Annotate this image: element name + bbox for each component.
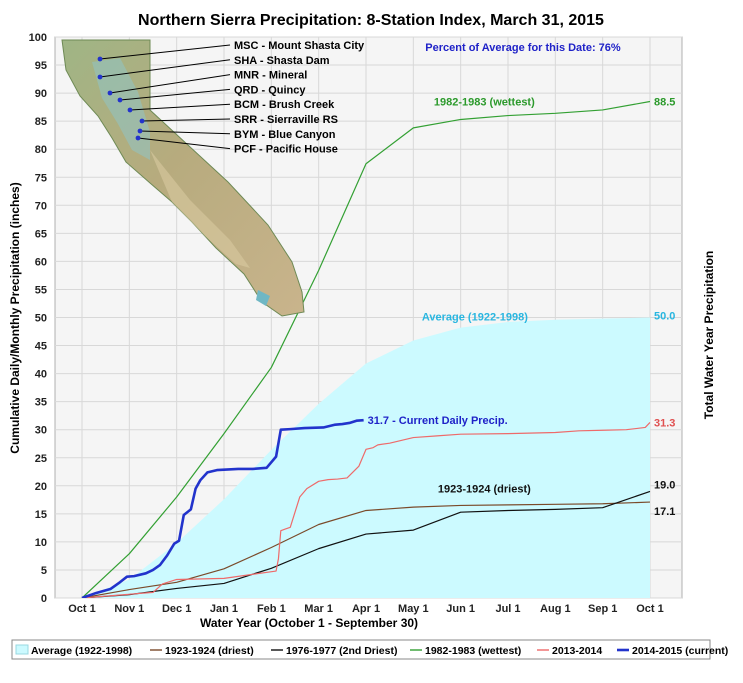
legend-entries: Average (1922-1998) 1923-1924 (driest) 197… bbox=[15, 644, 728, 657]
y-tick-label: 35 bbox=[35, 397, 47, 409]
station-leader-line bbox=[99, 59, 231, 78]
y-tick-label: 90 bbox=[35, 88, 47, 100]
y-tick-label: 0 bbox=[41, 593, 47, 605]
series-line-1976-1977-2nd-driest bbox=[81, 490, 651, 598]
right-axis-label: Total Water Year Precipitation bbox=[702, 251, 716, 420]
series-line-2013-2014 bbox=[81, 421, 651, 598]
series-annotation: 1923-1924 (driest) bbox=[438, 484, 531, 496]
x-tick-label: Aug 1 bbox=[540, 603, 571, 615]
station-leader-line bbox=[109, 74, 231, 94]
x-tick-label: Dec 1 bbox=[162, 603, 191, 615]
series-line-1923-1924-driest bbox=[81, 501, 651, 598]
station-label: PCF - Pacific House bbox=[234, 144, 338, 156]
y-tick-label: 55 bbox=[35, 284, 47, 296]
x-tick-label: Mar 1 bbox=[304, 603, 333, 615]
x-tick-label: Jan 1 bbox=[210, 603, 238, 615]
series-area-average-1922-1998 bbox=[82, 317, 650, 598]
end-value-label: 19.0 bbox=[654, 479, 675, 491]
legend-entry-label: 1982-1983 (wettest) bbox=[425, 645, 521, 657]
station-leader-line bbox=[99, 44, 231, 60]
y-tick-label: 75 bbox=[35, 172, 47, 184]
end-value-label: 50.0 bbox=[654, 311, 675, 323]
legend-entry-label: 1976-1977 (2nd Driest) bbox=[286, 645, 397, 657]
station-label: MSC - Mount Shasta City bbox=[234, 40, 365, 52]
station-marker bbox=[107, 90, 113, 96]
station-marker bbox=[127, 107, 133, 113]
x-tick-label: Oct 1 bbox=[68, 603, 96, 615]
y-tick-label: 60 bbox=[35, 256, 47, 268]
y-axis-ticks: 0 5 10 15 20 25 30 35 40 45 50 55 60 65 70 75 80 85 90 95 10… bbox=[29, 32, 47, 605]
station-marker bbox=[97, 74, 103, 80]
chart-title: Northern Sierra Precipitation: 8-Station… bbox=[138, 12, 604, 29]
legend-entry-label: 2013-2014 bbox=[552, 645, 602, 657]
x-tick-label: May 1 bbox=[398, 603, 429, 615]
station-label: BYM - Blue Canyon bbox=[234, 129, 336, 141]
y-tick-label: 50 bbox=[35, 313, 47, 325]
x-tick-label: Sep 1 bbox=[588, 603, 617, 615]
legend-entry-label: 1923-1924 (driest) bbox=[165, 645, 254, 657]
y-tick-label: 95 bbox=[35, 60, 47, 72]
x-tick-label: Nov 1 bbox=[114, 603, 144, 615]
station-leader-line bbox=[141, 118, 231, 122]
y-tick-label: 15 bbox=[35, 509, 47, 521]
percent-of-average-note: Percent of Average for this Date: 76% bbox=[425, 42, 621, 54]
x-tick-label: Oct 1 bbox=[636, 603, 664, 615]
legend-entry-label: 2014-2015 (current) bbox=[632, 645, 728, 657]
station-marker bbox=[139, 118, 145, 124]
y-tick-label: 25 bbox=[35, 453, 47, 465]
y-tick-label: 10 bbox=[35, 537, 47, 549]
station-marker bbox=[97, 56, 103, 62]
series-line-1982-1983-wettest bbox=[81, 100, 651, 598]
y-tick-label: 30 bbox=[35, 425, 47, 437]
x-tick-label: Jul 1 bbox=[495, 603, 520, 615]
y-tick-label: 70 bbox=[35, 200, 47, 212]
station-marker bbox=[137, 128, 143, 134]
series-annotation: Average (1922-1998) bbox=[422, 312, 528, 324]
end-value-label: 17.1 bbox=[654, 506, 675, 518]
station-label: BCM - Brush Creek bbox=[234, 99, 335, 111]
station-leader-line bbox=[137, 137, 231, 150]
y-tick-label: 45 bbox=[35, 341, 47, 353]
series-layer bbox=[81, 100, 651, 598]
station-label: SRR - Sierraville RS bbox=[234, 114, 338, 126]
station-leader-line bbox=[129, 103, 231, 111]
x-tick-label: Jun 1 bbox=[446, 603, 475, 615]
legend-entry-label: Average (1922-1998) bbox=[31, 645, 132, 657]
end-value-label: 31.3 bbox=[654, 417, 675, 429]
x-axis-label: Water Year (October 1 - September 30) bbox=[200, 616, 418, 630]
x-tick-label: Feb 1 bbox=[257, 603, 286, 615]
y-tick-label: 80 bbox=[35, 144, 47, 156]
station-marker bbox=[117, 97, 123, 103]
series-line-2014-2015-current bbox=[81, 418, 364, 598]
series-annotations: 50.0 Average (1922-1998) 17.1 1923-1924 (dr… bbox=[368, 97, 676, 519]
y-tick-label: 20 bbox=[35, 481, 47, 493]
station-leader-line bbox=[119, 88, 231, 101]
station-labels: MSC - Mount Shasta City SHA - Shasta Dam M… bbox=[97, 40, 365, 156]
y-tick-label: 100 bbox=[29, 32, 47, 44]
y-axis-label: Cumulative Daily/Monthly Precipitation (… bbox=[8, 182, 22, 453]
legend-swatch bbox=[15, 644, 29, 655]
y-tick-label: 40 bbox=[35, 369, 47, 381]
california-map-inset bbox=[61, 39, 305, 317]
series-annotation: 1982-1983 (wettest) bbox=[434, 97, 535, 109]
end-value-label: 31.7 - Current Daily Precip. bbox=[368, 415, 508, 427]
legend bbox=[11, 639, 711, 660]
station-marker bbox=[135, 135, 141, 141]
y-tick-label: 65 bbox=[35, 228, 47, 240]
y-tick-label: 5 bbox=[41, 565, 47, 577]
station-label: MNR - Mineral bbox=[234, 70, 307, 82]
x-tick-label: Apr 1 bbox=[352, 603, 380, 615]
station-leader-line bbox=[139, 130, 231, 135]
station-label: QRD - Quincy bbox=[234, 84, 306, 96]
end-value-label: 88.5 bbox=[654, 97, 675, 109]
x-axis-ticks: Oct 1 Nov 1 Dec 1 Jan 1 Feb 1 Mar 1 Apr 1 May 1… bbox=[68, 603, 664, 615]
station-label: SHA - Shasta Dam bbox=[234, 55, 330, 67]
y-tick-label: 85 bbox=[35, 116, 47, 128]
